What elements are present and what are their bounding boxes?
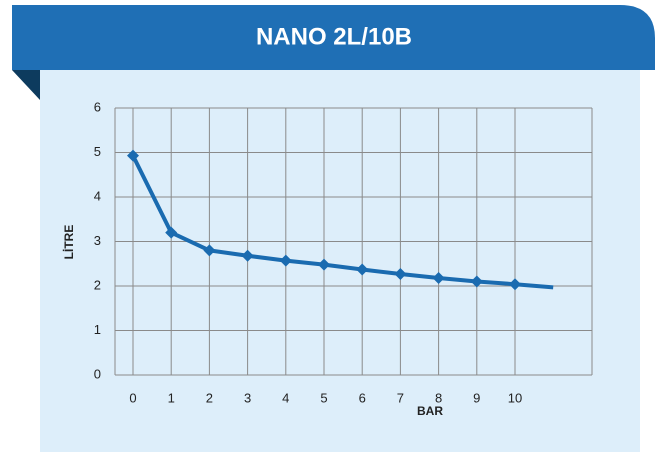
x-tick-label: 2: [206, 390, 213, 405]
chart-title: NANO 2L/10B: [256, 23, 412, 50]
y-axis-label: LİTRE: [61, 225, 76, 260]
point-marker: [203, 244, 216, 257]
x-tick-label: 8: [435, 390, 442, 405]
point-marker: [356, 263, 369, 276]
point-marker: [127, 149, 139, 162]
banner: [12, 5, 655, 70]
point-marker: [241, 249, 254, 262]
x-tick-label: 10: [508, 390, 522, 405]
y-tick-label: 6: [94, 99, 101, 114]
y-tick-label: 2: [94, 277, 101, 292]
x-tick-label: 6: [359, 390, 366, 405]
point-marker: [279, 254, 292, 267]
x-tick-label: 5: [320, 390, 327, 405]
point-marker: [470, 275, 483, 288]
banner-fold: [12, 70, 40, 100]
y-tick-label: 0: [94, 366, 101, 381]
point-marker: [394, 267, 407, 280]
point-marker: [432, 271, 445, 284]
x-tick-label: 7: [397, 390, 404, 405]
x-tick-label: 9: [473, 390, 480, 405]
series-line: [131, 154, 554, 290]
point-marker: [509, 278, 521, 291]
y-tick-label: 3: [94, 233, 101, 248]
y-tick-label: 1: [94, 322, 101, 337]
x-axis-label: BAR: [417, 404, 443, 418]
x-tick-label: 4: [282, 390, 289, 405]
y-tick-label: 4: [94, 188, 101, 203]
x-tick-label: 3: [244, 390, 251, 405]
x-tick-label: 0: [129, 390, 136, 405]
point-marker: [318, 258, 330, 271]
x-tick-label: 1: [168, 390, 175, 405]
chart-background: [40, 70, 640, 452]
y-tick-label: 5: [94, 144, 101, 159]
point-marker: [165, 226, 178, 239]
